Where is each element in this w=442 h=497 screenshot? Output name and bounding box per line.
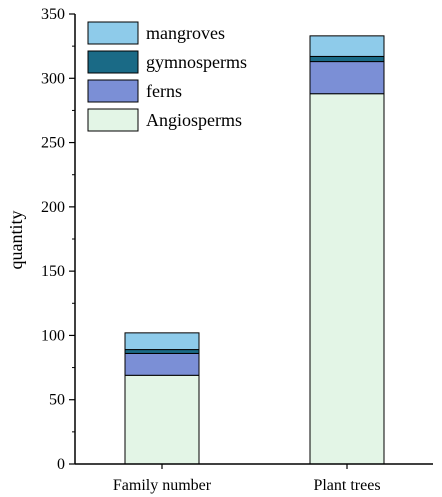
bar-segment-angiosperms-0 [124, 374, 200, 465]
y-axis-label: quantity [6, 211, 26, 270]
legend-swatch-angiosperms [87, 108, 139, 132]
bar-segment-ferns-1 [309, 61, 385, 95]
x-tick-label: Plant trees [313, 477, 380, 494]
legend-label-mangroves: mangroves [146, 23, 225, 43]
legend-swatch-gymnosperms [87, 50, 139, 74]
bar-segment-mangroves-0 [124, 332, 200, 351]
x-tick-label: Family number [113, 477, 212, 494]
bar-segment-mangroves-1 [309, 35, 385, 57]
legend: mangroves gymnosperms ferns Angiosperms [87, 21, 247, 132]
y-tick-label: 250 [41, 135, 65, 152]
bars-layer [124, 35, 385, 465]
bar-segment-gymnosperms-0 [124, 349, 200, 354]
bar-segment-gymnosperms-1 [309, 55, 385, 63]
legend-label-ferns: ferns [146, 81, 182, 101]
axes-layer: Family number Plant trees 0 50 100 150 200 250 3… [41, 6, 433, 494]
legend-swatch-mangroves [87, 21, 139, 45]
legend-swatch-ferns [87, 79, 139, 103]
y-tick-label: 100 [41, 327, 65, 344]
bar-segment-angiosperms-1 [309, 93, 385, 465]
legend-label-gymnosperms: gymnosperms [146, 52, 247, 72]
y-tick-label: 0 [57, 456, 65, 473]
y-tick-label: 300 [41, 70, 65, 87]
bar-segment-ferns-0 [124, 352, 200, 376]
y-tick-label: 150 [41, 263, 65, 280]
legend-label-angiosperms: Angiosperms [146, 110, 242, 130]
y-tick-label: 350 [41, 6, 65, 23]
y-tick-label: 50 [49, 392, 65, 409]
y-tick-label: 200 [41, 199, 65, 216]
